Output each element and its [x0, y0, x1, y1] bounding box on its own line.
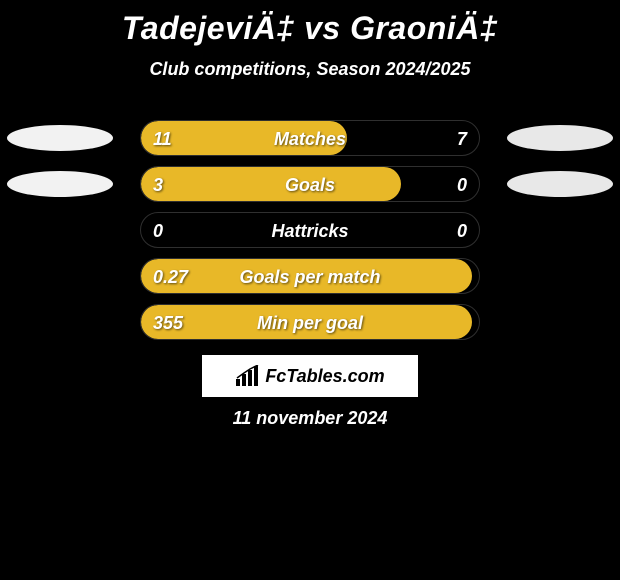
stat-label: Min per goal	[141, 305, 479, 340]
player-marker-left	[7, 125, 113, 151]
comparison-infographic: TadejeviÄ‡ vs GraoniÄ‡ Club competitions…	[0, 0, 620, 580]
page-subtitle: Club competitions, Season 2024/2025	[0, 59, 620, 80]
date-label: 11 november 2024	[0, 408, 620, 429]
stat-label: Matches	[141, 121, 479, 156]
player-marker-right	[507, 125, 613, 151]
player-marker-left	[7, 171, 113, 197]
bar-track: 117Matches	[140, 120, 480, 156]
bar-track: 30Goals	[140, 166, 480, 202]
stat-label: Hattricks	[141, 213, 479, 248]
stat-row: 00Hattricks	[0, 212, 620, 248]
stat-row: 117Matches	[0, 120, 620, 156]
bar-track: 0.27Goals per match	[140, 258, 480, 294]
stat-row: 30Goals	[0, 166, 620, 202]
brand-text: FcTables.com	[265, 366, 384, 387]
player-marker-right	[507, 171, 613, 197]
stat-label: Goals	[141, 167, 479, 202]
bars-icon	[235, 365, 261, 387]
stat-row: 0.27Goals per match	[0, 258, 620, 294]
bar-track: 355Min per goal	[140, 304, 480, 340]
comparison-rows: 117Matches 30Goals 00Hattricks 0.27Goals pe…	[0, 120, 620, 350]
bar-track: 00Hattricks	[140, 212, 480, 248]
page-title: TadejeviÄ‡ vs GraoniÄ‡	[0, 0, 620, 47]
stat-row: 355Min per goal	[0, 304, 620, 340]
brand-badge[interactable]: FcTables.com	[202, 355, 418, 397]
stat-label: Goals per match	[141, 259, 479, 294]
